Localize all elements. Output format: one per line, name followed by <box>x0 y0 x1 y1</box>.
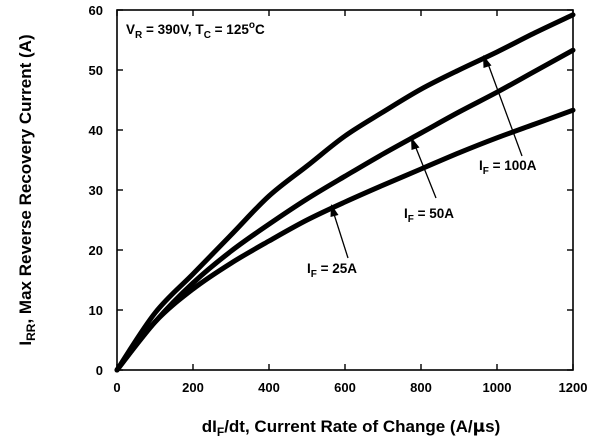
arrowhead-25a <box>330 204 339 217</box>
y-tick-label: 40 <box>89 123 103 138</box>
series-annotation-100a: IF = 100A <box>479 55 537 177</box>
x-tick-label: 1200 <box>559 380 588 395</box>
series-line-2 <box>114 107 576 373</box>
series-line-0 <box>114 12 576 373</box>
series-label-50a: IF = 50A <box>404 206 454 225</box>
x-tick-label: 800 <box>410 380 432 395</box>
y-tick-label: 10 <box>89 303 103 318</box>
condition-label: VR = 390V, TC = 125oC <box>126 20 265 41</box>
series-label-25a: IF = 25A <box>307 261 357 280</box>
leader-line-50a <box>413 142 437 199</box>
series-label-100a: IF = 100A <box>479 158 537 177</box>
y-tick-label: 50 <box>89 63 103 78</box>
series-line-1 <box>114 47 576 373</box>
x-tick-label: 600 <box>334 380 356 395</box>
y-tick-label: 30 <box>89 183 103 198</box>
x-axis-title: dIF/dt, Current Rate of Change (A/μs) <box>202 417 501 439</box>
series-annotation-50a: IF = 50A <box>404 137 454 225</box>
leader-line-100a <box>486 60 523 157</box>
x-tick-label: 200 <box>182 380 204 395</box>
y-tick-label: 20 <box>89 243 103 258</box>
x-tick-label: 0 <box>113 380 120 395</box>
plot-frame <box>116 9 574 371</box>
series-annotation-25a: IF = 25A <box>307 204 357 280</box>
x-tick-label: 1000 <box>483 380 512 395</box>
x-tick-label: 400 <box>258 380 280 395</box>
y-tick-label: 0 <box>96 363 103 378</box>
leader-line-25a <box>332 210 349 259</box>
y-tick-label: 60 <box>89 3 103 18</box>
arrowhead-100a <box>483 55 492 68</box>
y-axis-title: IRR, Max Reverse Recovery Current (A) <box>16 34 38 345</box>
arrowhead-50a <box>411 137 420 150</box>
